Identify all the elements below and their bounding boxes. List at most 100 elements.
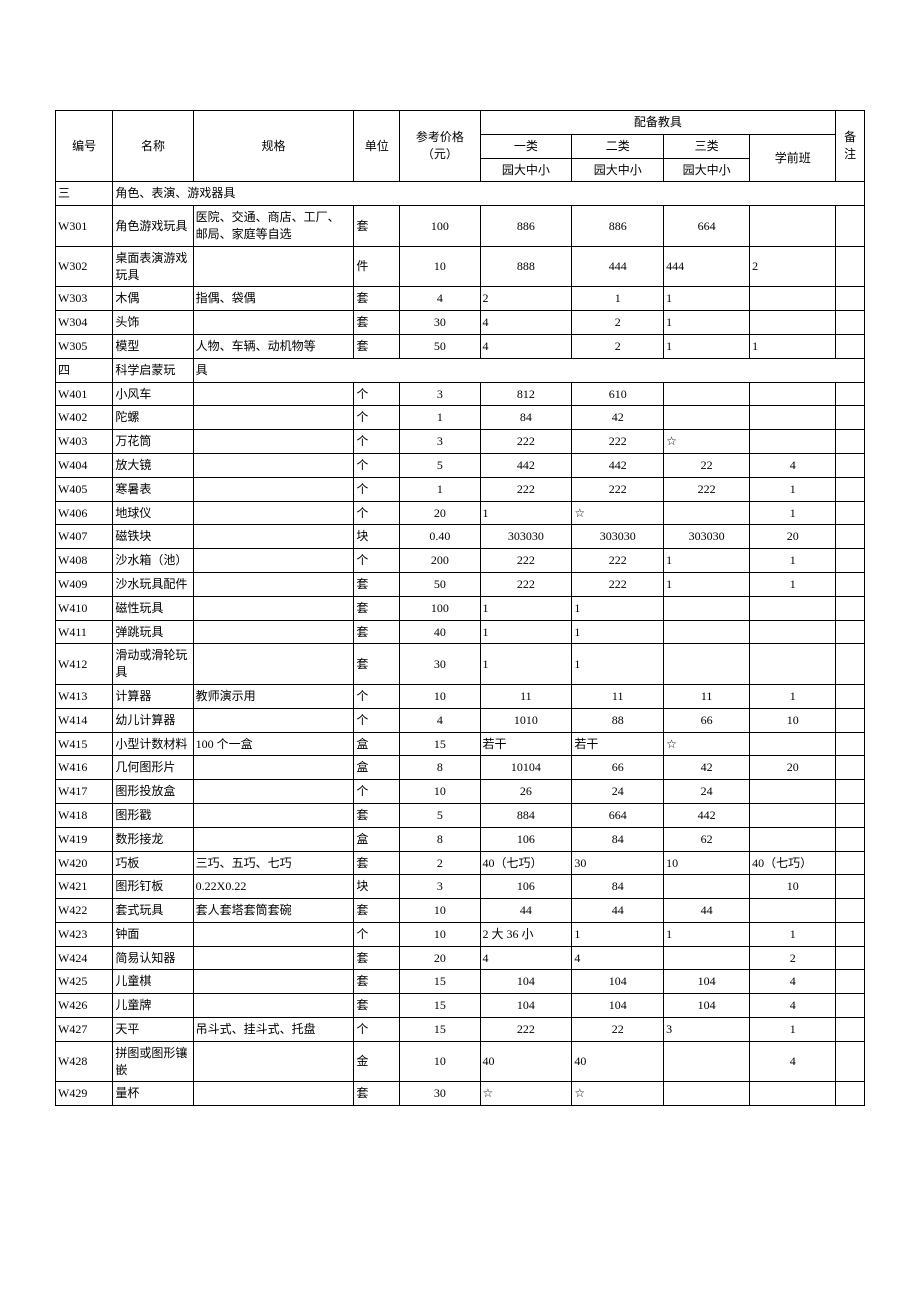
cell-preschool <box>750 311 836 335</box>
cell-cat2: 22 <box>572 1018 664 1042</box>
cell-name: 钟面 <box>113 922 193 946</box>
cell-id: W402 <box>56 406 113 430</box>
cell-name: 沙水玩具配件 <box>113 572 193 596</box>
cell-cat1: 4 <box>480 334 572 358</box>
cell-spec <box>193 1041 354 1082</box>
cell-id: W411 <box>56 620 113 644</box>
cell-unit: 套 <box>354 803 400 827</box>
cell-note <box>836 620 865 644</box>
cell-cat3: 303030 <box>664 525 750 549</box>
cell-cat2: 40 <box>572 1041 664 1082</box>
cell-preschool: 20 <box>750 525 836 549</box>
cell-cat2: 610 <box>572 382 664 406</box>
cell-cat1: 84 <box>480 406 572 430</box>
table-row: W305模型人物、车辆、动机物等套504211 <box>56 334 865 358</box>
cell-preschool: 1 <box>750 549 836 573</box>
cell-unit: 套 <box>354 970 400 994</box>
cell-preschool <box>750 732 836 756</box>
section-title: 科学启蒙玩 <box>113 358 193 382</box>
cell-name: 天平 <box>113 1018 193 1042</box>
cell-cat1: 886 <box>480 206 572 247</box>
cell-cat3 <box>664 620 750 644</box>
cell-unit: 套 <box>354 334 400 358</box>
cell-cat2: ☆ <box>572 501 664 525</box>
cell-id: W414 <box>56 708 113 732</box>
cell-unit: 个 <box>354 453 400 477</box>
cell-name: 计算器 <box>113 684 193 708</box>
cell-cat1: 2 <box>480 287 572 311</box>
header-cat1: 一类 <box>480 134 572 158</box>
cell-spec <box>193 311 354 335</box>
cell-cat3: ☆ <box>664 732 750 756</box>
table-row: W407磁铁块块0.4030303030303030303020 <box>56 525 865 549</box>
cell-unit: 盒 <box>354 732 400 756</box>
cell-note <box>836 1018 865 1042</box>
cell-id: W415 <box>56 732 113 756</box>
cell-cat3 <box>664 875 750 899</box>
cell-spec <box>193 756 354 780</box>
cell-id: W407 <box>56 525 113 549</box>
cell-cat3 <box>664 644 750 685</box>
cell-spec <box>193 620 354 644</box>
cell-spec: 人物、车辆、动机物等 <box>193 334 354 358</box>
cell-preschool: 1 <box>750 572 836 596</box>
cell-cat2: 1 <box>572 287 664 311</box>
cell-name: 万花筒 <box>113 430 193 454</box>
cell-id: W416 <box>56 756 113 780</box>
cell-cat1: 222 <box>480 477 572 501</box>
cell-preschool: 4 <box>750 453 836 477</box>
cell-preschool <box>750 430 836 454</box>
cell-name: 简易认知器 <box>113 946 193 970</box>
cell-spec <box>193 994 354 1018</box>
cell-id: W422 <box>56 899 113 923</box>
cell-cat2: 84 <box>572 827 664 851</box>
cell-price: 20 <box>400 501 480 525</box>
section-title: 角色、表演、游戏器具 <box>113 182 865 206</box>
header-price: 参考价格（元） <box>400 111 480 182</box>
cell-spec <box>193 406 354 430</box>
cell-note <box>836 246 865 287</box>
header-cat2: 二类 <box>572 134 664 158</box>
cell-note <box>836 780 865 804</box>
cell-id: W417 <box>56 780 113 804</box>
cell-preschool: 1 <box>750 684 836 708</box>
cell-preschool: 2 <box>750 246 836 287</box>
cell-preschool <box>750 287 836 311</box>
cell-id: W423 <box>56 922 113 946</box>
cell-cat2: 11 <box>572 684 664 708</box>
table-row: W303木偶指偶、袋偶套4211 <box>56 287 865 311</box>
cell-preschool: 4 <box>750 994 836 1018</box>
cell-cat3: 44 <box>664 899 750 923</box>
cell-id: W408 <box>56 549 113 573</box>
cell-unit: 套 <box>354 994 400 1018</box>
cell-name: 沙水箱（池） <box>113 549 193 573</box>
cell-name: 几何图形片 <box>113 756 193 780</box>
cell-preschool: 1 <box>750 1018 836 1042</box>
cell-name: 弹跳玩具 <box>113 620 193 644</box>
cell-unit: 个 <box>354 780 400 804</box>
cell-price: 50 <box>400 572 480 596</box>
cell-spec <box>193 382 354 406</box>
table-row: W426儿童牌套151041041044 <box>56 994 865 1018</box>
table-row: W403万花筒个3222222☆ <box>56 430 865 454</box>
cell-cat1: 222 <box>480 572 572 596</box>
cell-price: 5 <box>400 453 480 477</box>
cell-cat2: 886 <box>572 206 664 247</box>
section-id: 三 <box>56 182 113 206</box>
cell-price: 15 <box>400 1018 480 1042</box>
cell-name: 桌面表演游戏玩具 <box>113 246 193 287</box>
cell-spec <box>193 1082 354 1106</box>
cell-unit: 套 <box>354 311 400 335</box>
cell-cat2: 1 <box>572 922 664 946</box>
cell-cat2: 1 <box>572 620 664 644</box>
cell-unit: 个 <box>354 684 400 708</box>
cell-note <box>836 851 865 875</box>
cell-unit: 个 <box>354 1018 400 1042</box>
cell-cat2: 2 <box>572 311 664 335</box>
cell-id: W404 <box>56 453 113 477</box>
cell-unit: 个 <box>354 501 400 525</box>
cell-name: 角色游戏玩具 <box>113 206 193 247</box>
cell-cat3: 10 <box>664 851 750 875</box>
header-equip: 配备教具 <box>480 111 836 135</box>
cell-name: 儿童牌 <box>113 994 193 1018</box>
